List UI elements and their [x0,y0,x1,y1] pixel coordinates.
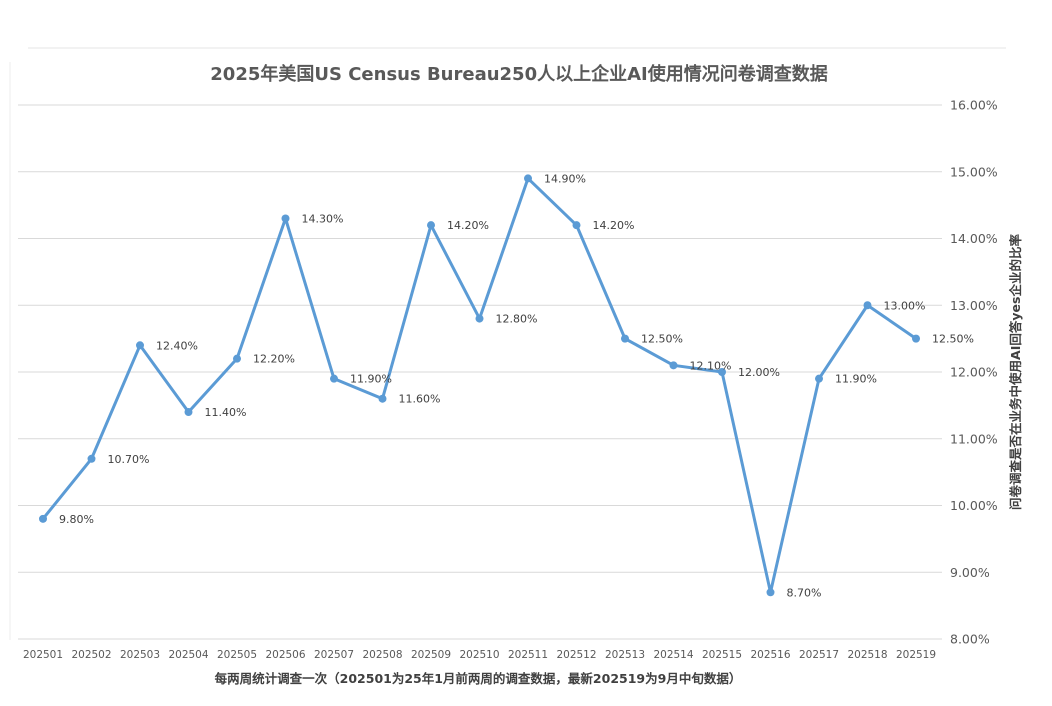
data-point[interactable] [475,314,484,323]
x-tick-label: 202505 [217,649,257,661]
data-label: 14.90% [544,172,586,185]
data-label: 14.20% [447,219,489,232]
data-label: 8.70% [787,586,822,599]
x-tick-label: 202508 [362,649,402,661]
data-point[interactable] [136,341,144,350]
data-label: 14.20% [593,219,635,232]
data-label: 12.50% [641,333,683,346]
data-point[interactable] [378,394,387,403]
data-point[interactable] [524,174,532,183]
data-point[interactable] [718,368,726,376]
data-label: 12.40% [156,339,198,352]
y-axis-label: 问卷调查是否在业务中使用AI回答yes企业的比率 [1008,234,1023,510]
y-tick-label: 15.00% [950,164,998,179]
y-tick-label: 13.00% [950,298,998,313]
gridlines [9,62,942,640]
data-label: 12.80% [496,313,538,326]
x-tick-label: 202513 [605,649,645,661]
x-tick-label: 202509 [411,649,451,661]
x-tick-label: 202519 [896,649,936,661]
data-label: 12.10% [690,359,732,372]
x-tick-label: 202516 [750,649,790,661]
y-tick-label: 10.00% [950,498,998,513]
x-axis-ticks: 202501 202502 202503 202504 202505 202506 2025… [23,649,936,661]
x-tick-label: 202514 [653,649,693,661]
data-point[interactable] [863,301,872,310]
x-tick-label: 202502 [71,649,111,661]
data-point[interactable] [281,214,290,223]
y-tick-label: 11.00% [950,431,998,446]
data-point[interactable] [621,334,629,343]
series-layer [39,174,920,597]
x-tick-label: 202503 [120,649,160,661]
data-label: 11.60% [399,393,441,406]
y-tick-label: 9.00% [950,565,990,580]
x-tick-label: 202501 [23,649,63,661]
data-point[interactable] [39,514,47,523]
y-axis-ticks: 8.00% 9.00% 10.00% 11.00% 12.00% 13.00% 14.00%… [950,98,998,647]
data-point[interactable] [572,221,581,230]
data-point[interactable] [815,374,823,383]
data-label: 11.90% [835,373,877,386]
data-point[interactable] [233,354,241,363]
x-tick-label: 202512 [556,649,596,661]
data-point[interactable] [330,374,338,383]
data-label: 13.00% [884,299,926,312]
data-point[interactable] [669,361,678,370]
x-tick-label: 202515 [702,649,742,661]
x-tick-label: 202507 [314,649,354,661]
x-tick-label: 202511 [508,649,548,661]
chart-title: 2025年美国US Census Bureau250人以上企业AI使用情况问卷调… [210,63,827,85]
y-tick-label: 12.00% [950,365,998,380]
x-tick-label: 202504 [168,649,208,661]
data-label: 9.80% [59,513,94,526]
data-label: 12.50% [932,333,974,346]
data-label: 11.90% [350,373,392,386]
data-point[interactable] [184,408,193,417]
data-label: 10.70% [108,453,150,466]
y-tick-label: 16.00% [950,98,998,113]
x-tick-label: 202517 [799,649,839,661]
series-line [41,176,918,594]
data-point[interactable] [427,221,435,230]
x-axis-label: 每两周统计调查一次（202501为25年1月前两周的调查数据，最新202519为… [215,671,742,686]
data-label: 12.20% [253,353,295,366]
x-tick-label: 202510 [459,649,499,661]
data-labels: 9.80% 10.70% 12.40% 11.40% 12.20% 14.30% 11.90… [59,172,974,599]
data-label: 12.00% [738,366,780,379]
x-tick-label: 202506 [265,649,305,661]
y-tick-label: 14.00% [950,231,998,246]
data-label: 14.30% [302,212,344,225]
data-label: 11.40% [205,406,247,419]
data-point[interactable] [87,454,96,463]
y-tick-label: 8.00% [950,632,990,647]
x-tick-label: 202518 [847,649,887,661]
data-point[interactable] [912,334,920,343]
data-point[interactable] [766,588,775,597]
